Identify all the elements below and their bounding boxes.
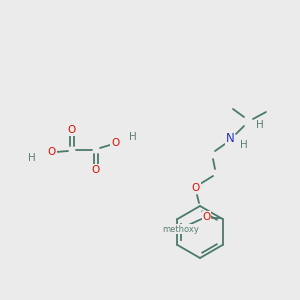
Text: H: H	[240, 140, 248, 150]
Text: N: N	[226, 133, 234, 146]
Text: H: H	[256, 120, 264, 130]
Text: O: O	[92, 165, 100, 175]
Text: O: O	[202, 212, 211, 222]
Text: O: O	[48, 147, 56, 157]
Text: H: H	[28, 153, 36, 163]
Text: H: H	[129, 132, 137, 142]
Text: methoxy: methoxy	[162, 224, 199, 233]
Text: O: O	[68, 125, 76, 135]
Text: O: O	[192, 183, 200, 193]
Text: O: O	[111, 138, 119, 148]
